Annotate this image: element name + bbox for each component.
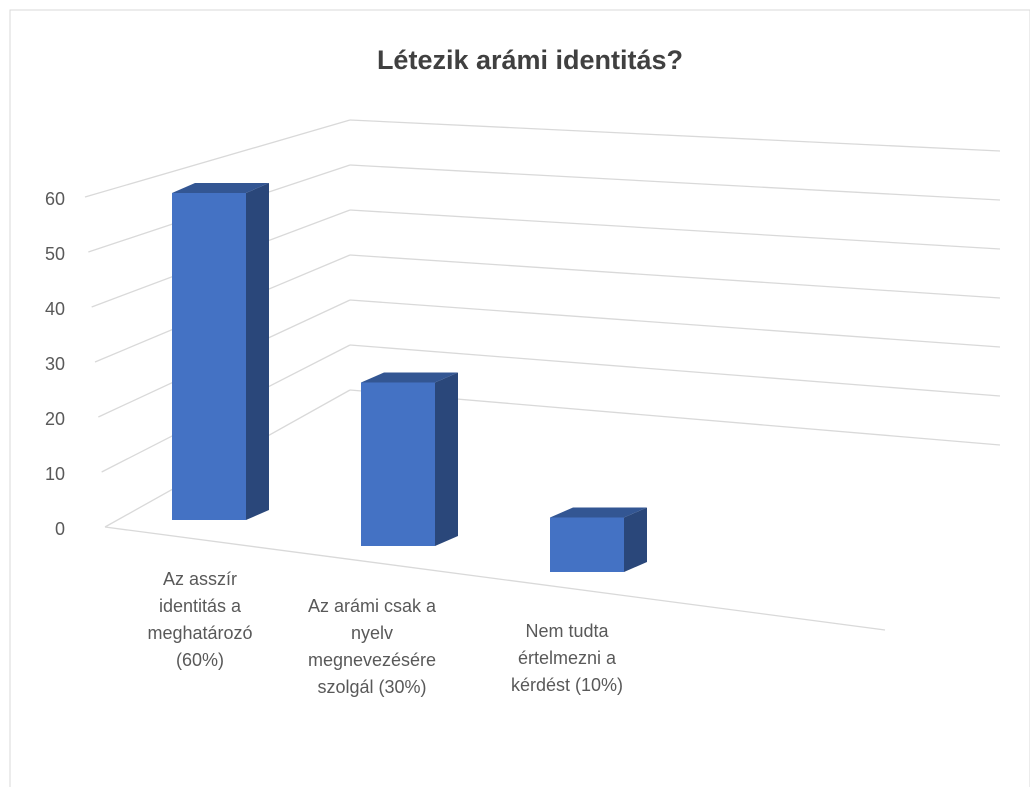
x-tick-label-line: Nem tudta: [525, 621, 609, 641]
grid-line: [349, 344, 1001, 397]
y-tick-label: 10: [45, 464, 65, 484]
chart-frame: [9, 9, 1030, 787]
y-tick-label: 0: [55, 519, 65, 539]
x-tick-label-line: (60%): [176, 650, 224, 670]
bar: [361, 372, 458, 546]
bar-side: [246, 183, 269, 520]
grid-line: [349, 389, 1001, 446]
bar-side: [624, 507, 647, 572]
y-tick-label: 60: [45, 189, 65, 209]
x-tick-label-line: nyelv: [351, 623, 393, 643]
bar: [172, 183, 269, 520]
chart-title: Létezik arámi identitás?: [377, 45, 683, 75]
x-tick-label-line: meghatározó: [147, 623, 252, 643]
y-tick-label: 40: [45, 299, 65, 319]
bar: [550, 507, 647, 572]
y-tick-label: 20: [45, 409, 65, 429]
grid-line: [84, 119, 351, 198]
grid-line: [349, 299, 1001, 348]
floor-edge: [104, 526, 886, 631]
x-tick-label: Az arámi csak a nyelv megnevezésére szolgál…: [308, 596, 437, 697]
x-tick-label-line: kérdést (10%): [511, 675, 623, 695]
bar-top: [361, 372, 458, 383]
x-tick-label-line: szolgál (30%): [317, 677, 426, 697]
x-tick-label-line: Az arámi csak a: [308, 596, 437, 616]
y-tick-label: 30: [45, 354, 65, 374]
grid-line: [349, 209, 1001, 250]
x-tick-label-line: Az asszír: [163, 569, 237, 589]
grid-line: [349, 119, 1001, 152]
bar-top: [172, 183, 269, 193]
x-tick-label-line: identitás a: [159, 596, 242, 616]
bar-front: [361, 382, 435, 546]
bar-front: [550, 517, 624, 572]
x-tick-label-line: értelmezni a: [518, 648, 617, 668]
x-tick-label-line: megnevezésére: [308, 650, 436, 670]
grid-line: [349, 254, 1001, 299]
y-tick-label: 50: [45, 244, 65, 264]
bar-side: [435, 372, 458, 546]
grid-line: [349, 164, 1001, 201]
bar-top: [550, 507, 647, 518]
x-tick-label: Nem tudta értelmezni a kérdést (10%): [511, 621, 623, 695]
x-tick-label: Az asszír identitás a meghatározó (60%): [147, 569, 252, 670]
bar-front: [172, 193, 246, 520]
